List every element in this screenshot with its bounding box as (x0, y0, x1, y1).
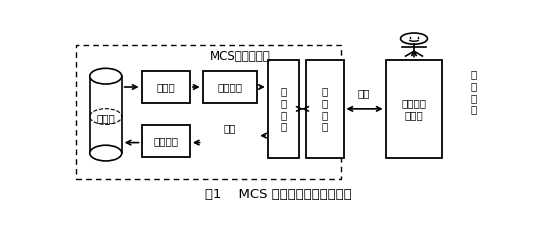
Bar (142, 125, 190, 158)
Bar (268, 59, 299, 158)
Text: 远端处理
控制端: 远端处理 控制端 (401, 98, 426, 120)
Bar (203, 71, 257, 103)
Text: 传感器: 传感器 (156, 82, 175, 92)
Ellipse shape (90, 68, 122, 84)
Bar (76, 45, 342, 179)
Bar (142, 71, 190, 103)
Bar (386, 59, 443, 158)
Text: 通信: 通信 (357, 89, 370, 99)
Text: 微
控
制
器: 微 控 制 器 (280, 86, 287, 131)
Text: 执行机构: 执行机构 (153, 136, 178, 146)
Text: 被测量: 被测量 (96, 113, 115, 123)
Text: 人
机
界
面: 人 机 界 面 (471, 69, 477, 114)
Text: 数据采集: 数据采集 (217, 82, 242, 92)
Text: 通
信
接
口: 通 信 接 口 (321, 86, 328, 131)
Bar (306, 59, 344, 158)
Text: 图1    MCS 一体化遥测系统示意图: 图1 MCS 一体化遥测系统示意图 (205, 188, 352, 201)
Text: MCS一体化仪器: MCS一体化仪器 (210, 50, 271, 64)
Bar (90, 76, 122, 153)
Ellipse shape (90, 145, 122, 161)
Text: 控制: 控制 (224, 124, 236, 134)
